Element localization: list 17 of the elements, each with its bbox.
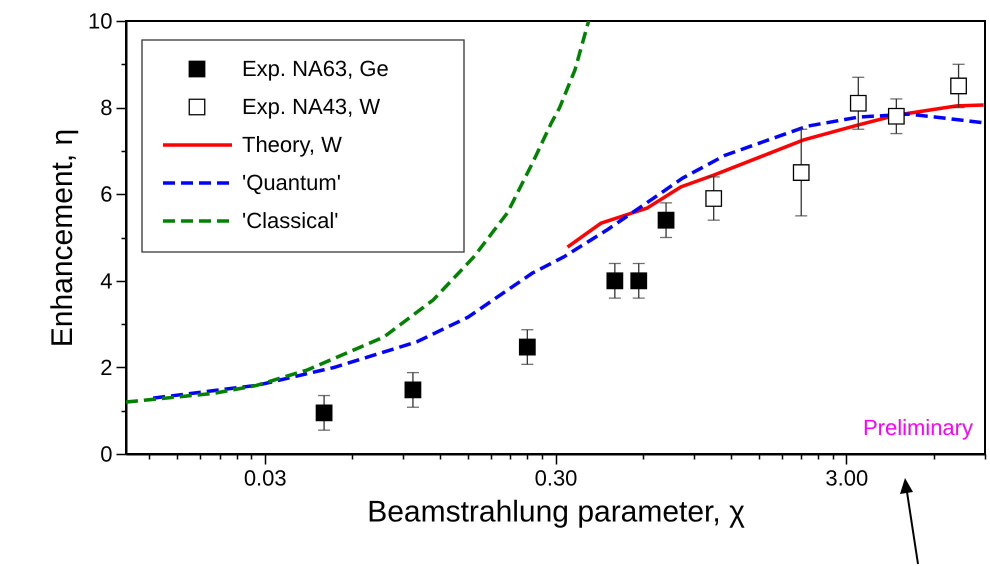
y-tick-label: 6: [100, 182, 112, 207]
y-tick-label: 0: [100, 442, 112, 466]
legend-label: Exp. NA43, W: [242, 94, 380, 119]
legend-label: Theory, W: [242, 132, 342, 157]
y-tick-label: 10: [88, 8, 112, 34]
x-tick-label: 3.00: [825, 466, 868, 490]
annotation: Preliminary: [862, 415, 973, 440]
x-tick-label: 0.30: [534, 466, 578, 490]
legend-label: 'Quantum': [242, 170, 341, 195]
y-tick-label: 4: [100, 268, 112, 294]
legend-label: 'Classical': [242, 208, 338, 233]
y-tick-label: 8: [100, 95, 112, 120]
y-tick-label: 2: [100, 354, 112, 380]
legend-label: Exp. NA63, Ge: [242, 56, 389, 81]
y-axis-title: Enhancement, η: [46, 128, 80, 348]
x-axis-title: Beamstrahlung parameter, χ: [367, 496, 746, 528]
x-tick-label: 0.03: [244, 466, 287, 490]
